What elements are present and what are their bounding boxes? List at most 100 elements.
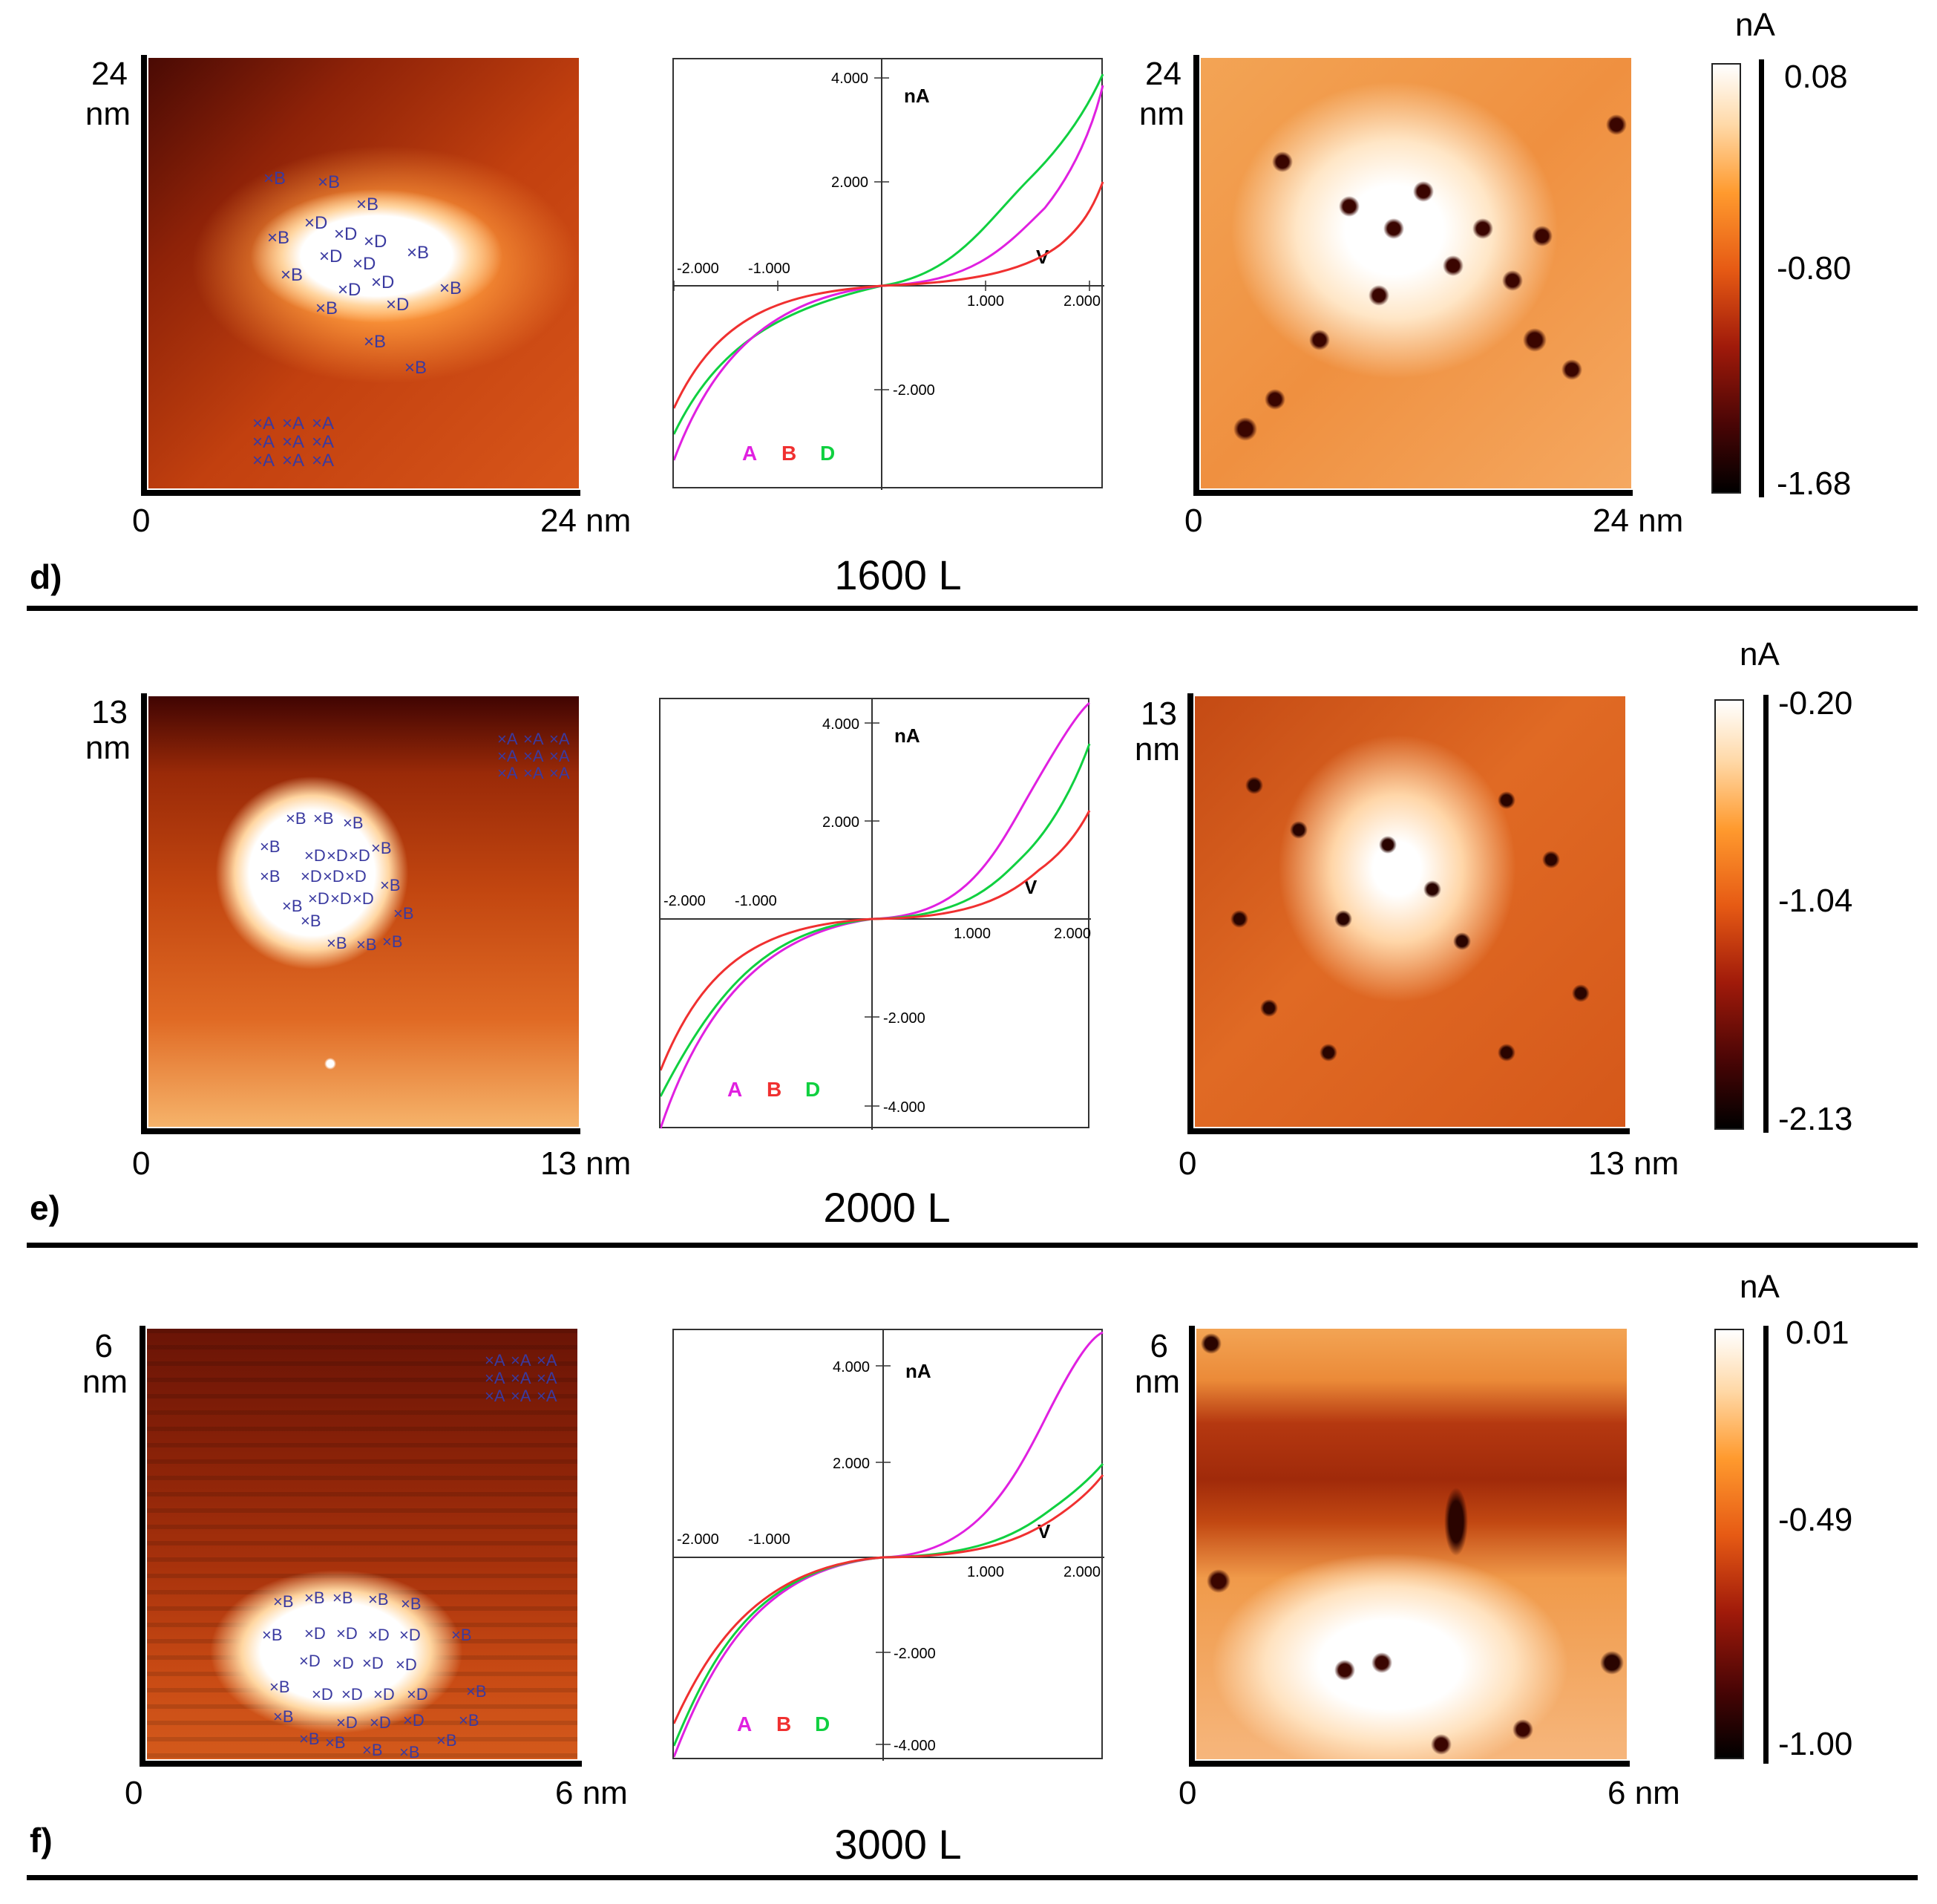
iv-x-tick: 1.000 bbox=[954, 926, 991, 942]
marker-d: ×D bbox=[362, 1654, 384, 1672]
colorbar-min: -1.00 bbox=[1778, 1726, 1853, 1762]
iv-svg: 4.000 2.000 -2.000 -4.000 -2.000 -1.000 … bbox=[674, 1330, 1104, 1761]
map-x-axis bbox=[1189, 1761, 1630, 1767]
marker-b: ×B bbox=[325, 1733, 346, 1752]
marker-d: ×D bbox=[336, 1713, 358, 1732]
marker-b: ×B bbox=[362, 1741, 383, 1759]
marker-b: ×B bbox=[343, 814, 364, 832]
iv-y-unit: nA bbox=[904, 85, 930, 107]
marker-a: ×A bbox=[523, 730, 544, 748]
map-axis-end: 13 nm bbox=[1588, 1145, 1679, 1182]
marker-b: ×B bbox=[286, 809, 307, 828]
colorbar-axis bbox=[1759, 59, 1764, 497]
topo-axis-origin: 0 bbox=[132, 503, 151, 539]
legend-d: D bbox=[815, 1712, 830, 1735]
marker-b: ×B bbox=[380, 876, 401, 894]
marker-d: ×D bbox=[341, 1685, 363, 1704]
marker-b: ×B bbox=[267, 228, 289, 248]
panel-e: 13 nm ×B ×B ×B ×B ×B ×B ×B ×B ×B ×B ×B ×… bbox=[0, 638, 1937, 1272]
marker-d: ×D bbox=[304, 846, 326, 865]
iv-y-tick: 4.000 bbox=[831, 71, 868, 87]
marker-b: ×B bbox=[459, 1711, 479, 1730]
marker-b: ×B bbox=[262, 1626, 283, 1644]
marker-b: ×B bbox=[327, 934, 347, 952]
marker-b: ×B bbox=[356, 194, 378, 215]
topography-image: ×B ×B ×B ×B ×B ×B ×B ×B ×B ×B ×B ×B ×B ×… bbox=[147, 1329, 577, 1759]
topo-y-axis bbox=[141, 55, 147, 496]
map-axis-top-unit: nm bbox=[1134, 1364, 1180, 1400]
panel-caption: 2000 L bbox=[823, 1184, 951, 1231]
iv-y-tick: 4.000 bbox=[833, 1359, 870, 1375]
map-y-axis bbox=[1189, 1326, 1195, 1767]
topography-image: ×B ×B ×B ×B ×B ×B ×B ×B ×B ×B ×D ×D ×D ×… bbox=[148, 58, 579, 488]
marker-d: ×D bbox=[370, 1713, 391, 1732]
marker-d: ×D bbox=[336, 1624, 358, 1643]
marker-b: ×B bbox=[407, 243, 429, 263]
map-axis-origin: 0 bbox=[1184, 503, 1203, 539]
panel-caption: 1600 L bbox=[834, 552, 962, 598]
marker-d: ×D bbox=[353, 254, 376, 274]
marker-a: ×A bbox=[312, 432, 334, 452]
colorbar-max: -0.20 bbox=[1778, 685, 1853, 722]
iv-y-unit: nA bbox=[894, 724, 920, 747]
topo-y-axis bbox=[141, 693, 147, 1134]
topo-x-axis bbox=[141, 490, 580, 496]
marker-a: ×A bbox=[549, 764, 570, 782]
panel-divider bbox=[27, 606, 1918, 611]
topo-axis-top: 24 bbox=[91, 56, 128, 92]
iv-plot: 4.000 2.000 -2.000 -4.000 -2.000 -1.000 … bbox=[659, 698, 1091, 1130]
iv-y-tick: 2.000 bbox=[833, 1456, 870, 1472]
colorbar-mid: -0.49 bbox=[1778, 1502, 1853, 1538]
marker-d: ×D bbox=[323, 867, 344, 886]
legend-d: D bbox=[820, 442, 835, 465]
marker-a: ×A bbox=[549, 730, 570, 748]
marker-b: ×B bbox=[451, 1626, 472, 1644]
marker-b: ×B bbox=[299, 1730, 320, 1748]
marker-d: ×D bbox=[353, 889, 374, 908]
marker-d: ×D bbox=[368, 1626, 390, 1644]
marker-d: ×D bbox=[407, 1685, 428, 1704]
topography-image: ×B ×B ×B ×B ×B ×B ×B ×B ×B ×B ×B ×B ×B ×… bbox=[148, 696, 579, 1127]
topo-axis-end: 13 nm bbox=[540, 1145, 632, 1182]
legend-a: A bbox=[737, 1712, 752, 1735]
marker-b: ×B bbox=[273, 1592, 294, 1611]
marker-b: ×B bbox=[436, 1731, 457, 1750]
marker-b: ×B bbox=[304, 1589, 325, 1607]
marker-b: ×B bbox=[281, 265, 303, 285]
marker-b: ×B bbox=[466, 1682, 487, 1701]
iv-x-tick: -1.000 bbox=[735, 893, 777, 909]
map-axis-origin: 0 bbox=[1179, 1775, 1197, 1811]
map-axis-end: 24 nm bbox=[1593, 503, 1684, 539]
marker-d: ×D bbox=[386, 295, 409, 315]
marker-b: ×B bbox=[382, 932, 403, 951]
marker-d: ×D bbox=[327, 846, 348, 865]
marker-d: ×D bbox=[304, 1624, 326, 1643]
topo-markers: ×B ×B ×B ×B ×B ×B ×B ×B ×B ×B ×B ×B ×B ×… bbox=[260, 730, 570, 954]
colorbar-mid: -1.04 bbox=[1778, 883, 1853, 919]
iv-y-tick: -2.000 bbox=[893, 382, 935, 399]
marker-b: ×B bbox=[263, 169, 286, 189]
map-axis-top-unit: nm bbox=[1138, 96, 1184, 132]
iv-y-tick: -4.000 bbox=[894, 1738, 936, 1754]
marker-d: ×D bbox=[345, 867, 367, 886]
map-axis-origin: 0 bbox=[1179, 1145, 1197, 1182]
marker-b: ×B bbox=[371, 839, 392, 857]
map-axis-top: 6 bbox=[1150, 1328, 1168, 1364]
marker-b: ×B bbox=[313, 809, 334, 828]
marker-a: ×A bbox=[537, 1369, 557, 1387]
map-y-axis bbox=[1187, 693, 1193, 1134]
colorbar bbox=[1714, 699, 1744, 1130]
marker-b: ×B bbox=[439, 278, 462, 298]
panel-label: e) bbox=[30, 1188, 60, 1227]
topo-axis-end: 24 nm bbox=[540, 503, 632, 539]
panel-f: 6 nm ×B ×B ×B ×B ×B ×B ×B ×B ×B ×B ×B ×B… bbox=[0, 1271, 1937, 1904]
legend-a: A bbox=[742, 442, 757, 465]
marker-a: ×A bbox=[485, 1351, 505, 1370]
marker-d: ×D bbox=[319, 246, 342, 266]
panel-caption: 3000 L bbox=[834, 1821, 962, 1868]
marker-d: ×D bbox=[301, 867, 322, 886]
legend-a: A bbox=[727, 1078, 742, 1101]
marker-a: ×A bbox=[312, 451, 334, 471]
topo-axis-top: 6 bbox=[94, 1328, 113, 1364]
marker-b: ×B bbox=[315, 298, 338, 318]
